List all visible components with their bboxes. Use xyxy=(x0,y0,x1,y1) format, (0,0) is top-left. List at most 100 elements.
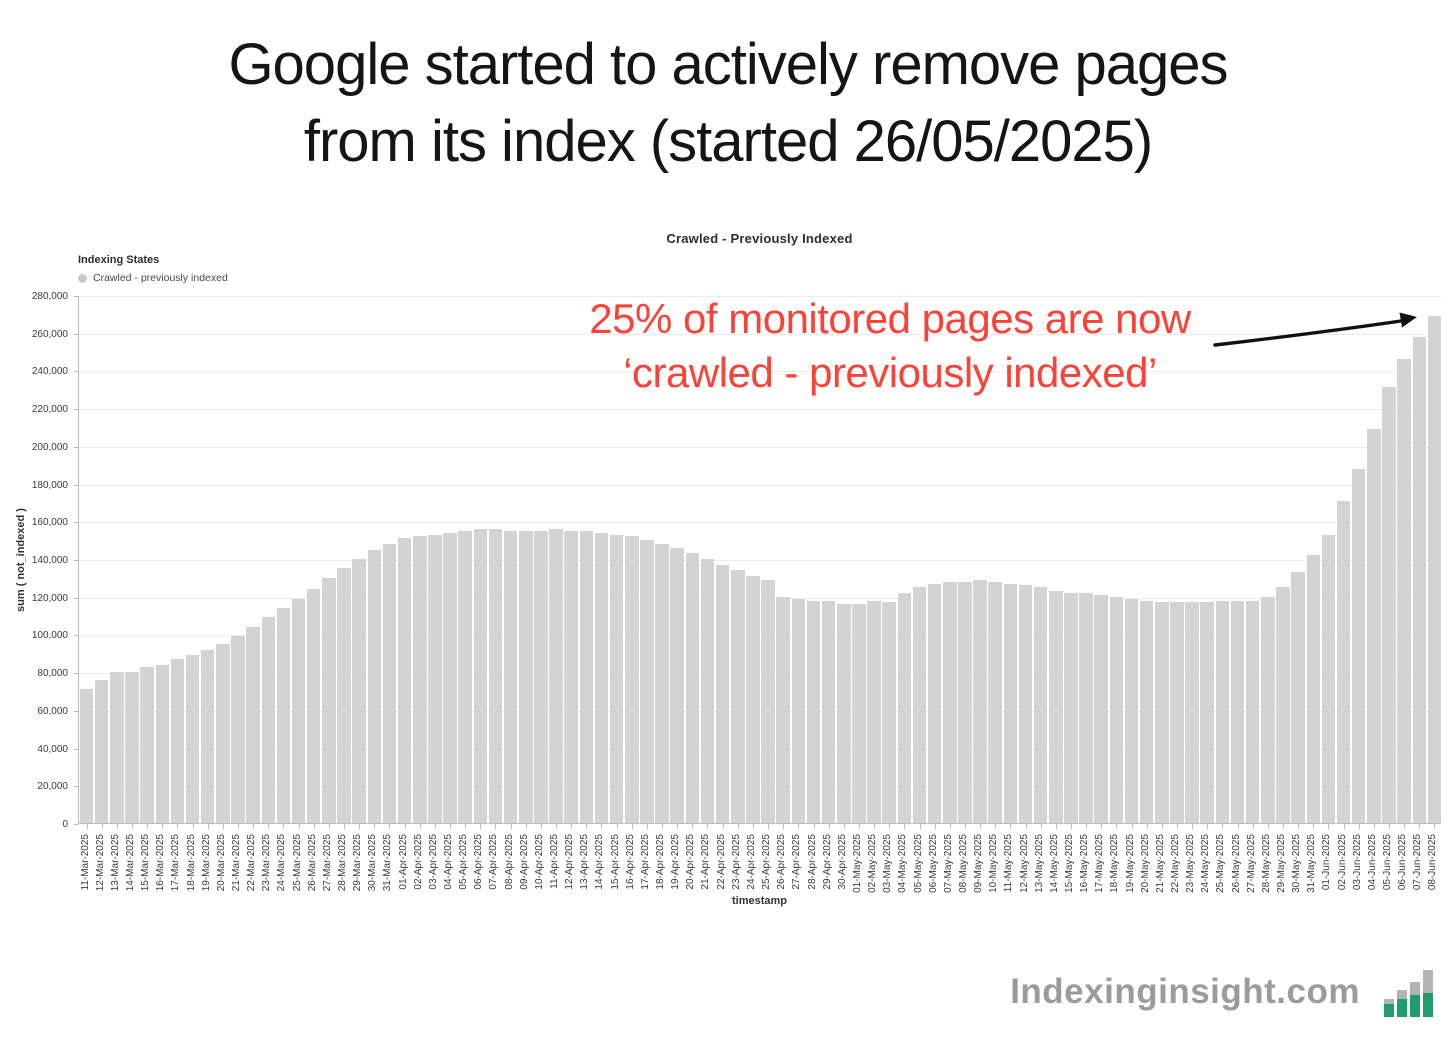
x-tick-label: 26-Mar-2025 xyxy=(306,834,318,892)
x-tick-mark xyxy=(1373,824,1375,829)
y-tick-mark xyxy=(74,710,79,712)
x-tick-label: 05-Apr-2025 xyxy=(458,834,470,890)
bar xyxy=(1261,596,1275,823)
x-tick-mark xyxy=(192,824,194,829)
x-tick-label: 22-Mar-2025 xyxy=(246,834,258,892)
bar xyxy=(428,534,442,823)
bar xyxy=(397,538,412,823)
x-tick-mark xyxy=(359,824,361,829)
x-tick-label: 18-Apr-2025 xyxy=(655,834,667,890)
gridline xyxy=(79,710,1441,712)
legend-title: Indexing States xyxy=(78,254,160,266)
y-tick-mark xyxy=(74,296,79,297)
bar xyxy=(1079,592,1093,823)
bar xyxy=(1064,592,1078,823)
x-tick-mark xyxy=(1176,824,1178,829)
bar xyxy=(1170,602,1184,823)
x-tick-label: 25-Apr-2025 xyxy=(761,834,773,890)
bar xyxy=(837,604,851,823)
x-tick-label: 20-Apr-2025 xyxy=(685,834,697,890)
x-tick-label: 19-May-2025 xyxy=(1124,834,1136,893)
bar xyxy=(170,658,185,823)
x-tick-mark xyxy=(1404,824,1406,829)
x-tick-mark xyxy=(465,824,467,829)
gridline xyxy=(79,333,1441,335)
x-tick-label: 30-Apr-2025 xyxy=(836,834,848,890)
bar xyxy=(1397,359,1411,823)
bar xyxy=(685,553,700,823)
legend-item-crawled-previously-indexed[interactable]: Crawled - previously indexed xyxy=(78,272,228,284)
x-tick-label: 24-Apr-2025 xyxy=(745,834,757,890)
bar xyxy=(473,528,488,823)
x-tick-label: 07-Jun-2025 xyxy=(1412,834,1424,891)
bar xyxy=(1185,602,1199,823)
x-tick-mark xyxy=(328,824,330,829)
y-tick-label: 240,000 xyxy=(31,366,68,378)
x-tick-mark xyxy=(1252,824,1254,829)
brand-logo-icon xyxy=(1384,970,1438,1017)
x-tick-mark xyxy=(1070,824,1072,829)
page-title-line2: from its index (started 26/05/2025) xyxy=(303,109,1153,174)
bar xyxy=(761,579,775,823)
x-tick-label: 04-May-2025 xyxy=(897,834,909,893)
x-tick-mark xyxy=(132,824,133,829)
x-tick-label: 11-Mar-2025 xyxy=(79,834,91,891)
bar xyxy=(746,575,760,823)
x-tick-mark xyxy=(404,824,406,829)
x-tick-mark xyxy=(980,824,982,829)
bar xyxy=(549,528,563,823)
gridline xyxy=(79,371,1441,373)
x-tick-label: 03-May-2025 xyxy=(882,834,894,893)
x-tick-mark xyxy=(1313,824,1315,829)
x-tick-mark xyxy=(662,824,664,829)
bar xyxy=(973,579,987,823)
x-tick-label: 13-May-2025 xyxy=(1033,834,1045,893)
x-tick-label: 11-May-2025 xyxy=(1003,834,1015,893)
bar xyxy=(1291,572,1305,823)
x-tick-mark xyxy=(692,824,694,829)
y-tick-label: 220,000 xyxy=(31,404,68,416)
logo-bar xyxy=(1397,990,1407,1017)
x-tick-mark xyxy=(798,824,800,829)
bar xyxy=(670,547,684,823)
x-tick-label: 15-Apr-2025 xyxy=(609,834,621,890)
x-tick-mark xyxy=(677,824,679,829)
x-tick-label: 20-May-2025 xyxy=(1139,834,1151,893)
x-tick-label: 04-Apr-2025 xyxy=(443,834,455,890)
gridline xyxy=(79,296,1441,297)
bar xyxy=(503,530,518,823)
bar xyxy=(731,570,745,823)
bar xyxy=(988,581,1002,823)
x-tick-label: 17-Mar-2025 xyxy=(170,834,182,892)
x-tick-mark xyxy=(752,824,754,829)
y-tick-mark xyxy=(74,409,79,411)
x-tick-label: 11-Apr-2025 xyxy=(549,834,561,889)
bar xyxy=(534,530,548,823)
x-tick-mark xyxy=(1040,824,1042,829)
bar xyxy=(412,536,427,823)
x-tick-label: 01-Jun-2025 xyxy=(1321,834,1333,891)
bar xyxy=(867,600,881,823)
x-tick-label: 02-Jun-2025 xyxy=(1336,834,1348,891)
y-tick-mark xyxy=(74,748,79,750)
x-tick-mark xyxy=(843,824,845,829)
bar xyxy=(291,598,306,823)
x-tick-label: 16-May-2025 xyxy=(1079,834,1091,893)
x-tick-label: 28-Mar-2025 xyxy=(337,834,349,892)
page-title: Google started to actively remove pages … xyxy=(0,26,1456,180)
x-axis-ticks: 11-Mar-2025 12-Mar-2025 13-Mar-2025 14-Mar-… xyxy=(78,829,1441,901)
bar xyxy=(1245,600,1260,823)
bar xyxy=(185,655,200,823)
x-tick-label: 29-Apr-2025 xyxy=(821,834,833,890)
x-tick-label: 29-May-2025 xyxy=(1275,834,1287,893)
bar xyxy=(94,679,109,823)
x-tick-label: 14-May-2025 xyxy=(1048,834,1060,893)
y-tick-mark xyxy=(74,560,79,561)
bar xyxy=(791,598,806,823)
bar xyxy=(1215,600,1230,823)
bar xyxy=(458,530,472,823)
x-tick-label: 10-May-2025 xyxy=(988,834,1000,893)
x-tick-mark xyxy=(1161,824,1163,829)
x-tick-label: 07-May-2025 xyxy=(942,834,954,893)
y-tick-mark xyxy=(74,786,79,788)
